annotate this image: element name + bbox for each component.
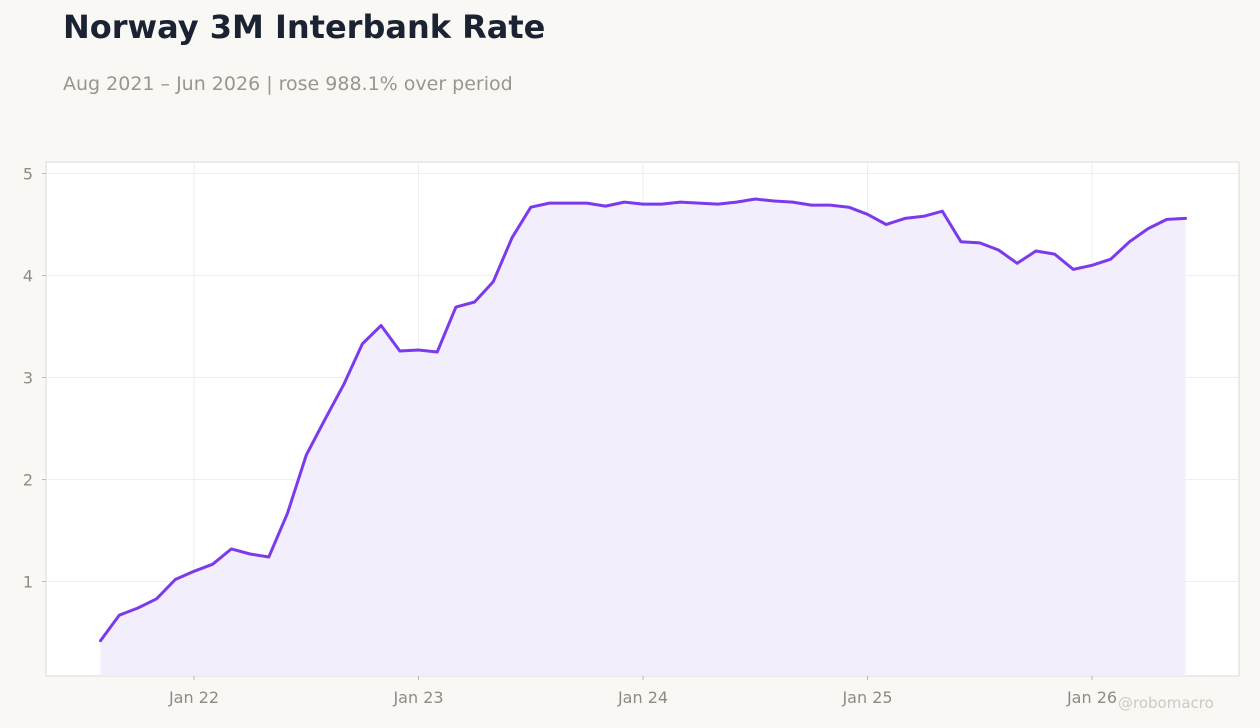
data-point — [230, 547, 233, 551]
chart-title: Norway 3M Interbank Rate — [63, 8, 546, 46]
data-point — [1034, 249, 1038, 253]
data-point — [454, 305, 458, 309]
data-point — [1146, 227, 1150, 230]
data-point — [248, 552, 252, 556]
data-point — [211, 563, 214, 566]
data-point — [604, 204, 607, 208]
data-point — [623, 200, 626, 204]
data-point — [791, 200, 794, 204]
data-point — [997, 248, 1000, 252]
data-point — [510, 236, 514, 239]
data-point — [361, 342, 364, 345]
data-point — [342, 383, 345, 386]
data-point — [885, 223, 888, 226]
data-point — [99, 639, 102, 642]
y-tick-label: 4 — [23, 267, 33, 286]
data-point — [548, 201, 551, 205]
data-point — [567, 201, 570, 205]
data-point — [1128, 240, 1131, 243]
data-point — [1016, 262, 1019, 265]
data-point — [417, 348, 420, 352]
data-point — [679, 200, 682, 204]
data-point — [192, 570, 196, 573]
data-point — [286, 512, 289, 515]
data-point — [529, 206, 532, 209]
x-axis: Jan 22 Jan 23 Jan 24 Jan 25 Jan 26 — [168, 676, 1117, 707]
data-point — [641, 202, 645, 206]
data-points — [99, 197, 1187, 642]
data-point — [754, 197, 757, 201]
data-point — [828, 203, 832, 207]
data-point — [379, 324, 383, 327]
data-point — [660, 202, 663, 206]
x-tick-label: Jan 25 — [841, 688, 892, 707]
data-point — [136, 606, 140, 610]
data-point — [473, 300, 476, 304]
data-point — [922, 215, 925, 218]
watermark: @robomacro — [1118, 694, 1214, 712]
data-point — [735, 200, 738, 204]
data-point — [941, 210, 944, 213]
data-point — [978, 241, 981, 245]
x-tick-label: Jan 26 — [1066, 688, 1117, 707]
data-point — [959, 240, 963, 243]
data-point — [267, 555, 270, 559]
data-point — [810, 203, 813, 207]
y-tick-label: 3 — [23, 369, 33, 388]
data-point — [323, 418, 327, 421]
y-tick-label: 2 — [23, 471, 33, 490]
x-tick-label: Jan 24 — [617, 688, 668, 707]
data-point — [436, 350, 439, 354]
data-point — [174, 578, 177, 581]
data-point — [1090, 264, 1094, 267]
data-point — [847, 206, 850, 209]
data-point — [1165, 218, 1169, 221]
data-point — [1053, 252, 1056, 256]
data-point — [1109, 258, 1112, 261]
data-point — [1072, 268, 1075, 271]
data-point — [155, 597, 158, 600]
data-point — [772, 199, 776, 203]
x-tick-label: Jan 22 — [168, 688, 219, 707]
chart-subtitle: Aug 2021 – Jun 2026 | rose 988.1% over p… — [63, 73, 513, 95]
y-axis: 1 2 3 4 5 — [23, 165, 46, 592]
y-tick-label: 1 — [23, 573, 33, 592]
data-point — [118, 614, 121, 617]
data-point — [585, 201, 589, 205]
y-tick-label: 5 — [23, 165, 33, 184]
data-point — [492, 280, 495, 283]
data-point — [903, 217, 907, 220]
data-point — [697, 201, 701, 205]
x-tick-label: Jan 23 — [392, 688, 443, 707]
data-point — [305, 453, 308, 457]
data-point — [1184, 217, 1187, 220]
data-point — [716, 202, 719, 206]
data-point — [398, 349, 401, 353]
area-fill — [100, 199, 1186, 676]
data-point — [866, 213, 869, 216]
